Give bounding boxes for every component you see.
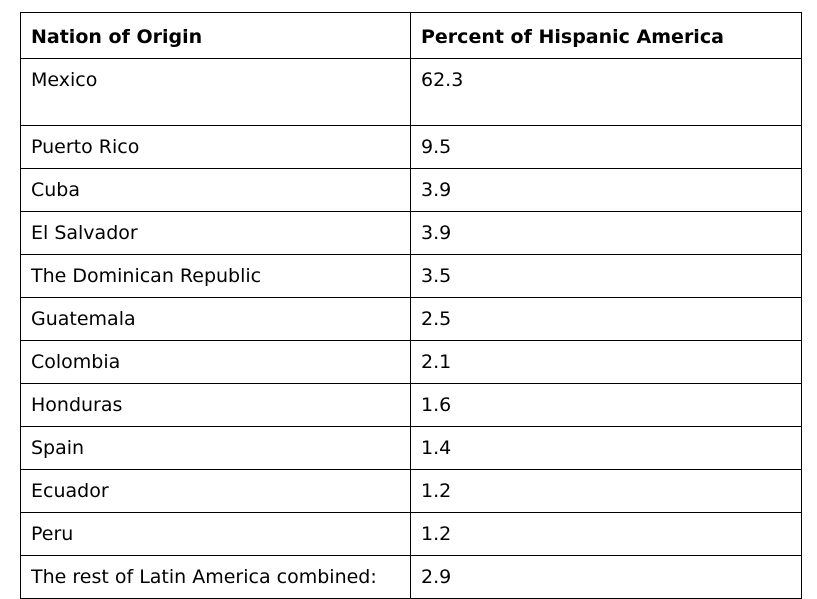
table-row: The rest of Latin America combined: 2.9: [20, 555, 802, 599]
table-row: Colombia 2.1: [20, 340, 802, 384]
table-row: Guatemala 2.5: [20, 297, 802, 341]
percent-cell: 1.2: [410, 469, 802, 513]
table-header-row: Nation of Origin Percent of Hispanic Ame…: [20, 12, 802, 59]
nation-cell: Honduras: [20, 383, 411, 427]
percent-cell: 2.1: [410, 340, 802, 384]
nation-cell: Colombia: [20, 340, 411, 384]
table-row: El Salvador 3.9: [20, 211, 802, 255]
nation-cell: The Dominican Republic: [20, 254, 411, 298]
hispanic-origin-table: Nation of Origin Percent of Hispanic Ame…: [20, 12, 802, 599]
nation-cell: Guatemala: [20, 297, 411, 341]
nation-cell: El Salvador: [20, 211, 411, 255]
table-row: Mexico 62.3: [20, 58, 802, 126]
percent-cell: 3.5: [410, 254, 802, 298]
table-row: Honduras 1.6: [20, 383, 802, 427]
nation-cell: Mexico: [20, 58, 411, 126]
table-row: Spain 1.4: [20, 426, 802, 470]
percent-cell: 62.3: [410, 58, 802, 126]
nation-cell: Puerto Rico: [20, 125, 411, 169]
percent-cell: 3.9: [410, 211, 802, 255]
nation-cell: The rest of Latin America combined:: [20, 555, 411, 599]
table-row: Peru 1.2: [20, 512, 802, 556]
percent-cell: 1.6: [410, 383, 802, 427]
percent-cell: 1.2: [410, 512, 802, 556]
nation-cell: Ecuador: [20, 469, 411, 513]
percent-cell: 1.4: [410, 426, 802, 470]
table-row: Cuba 3.9: [20, 168, 802, 212]
table-row: The Dominican Republic 3.5: [20, 254, 802, 298]
percent-cell: 2.5: [410, 297, 802, 341]
percent-cell: 2.9: [410, 555, 802, 599]
nation-cell: Peru: [20, 512, 411, 556]
header-percent-of-hispanic-america: Percent of Hispanic America: [410, 12, 802, 59]
percent-cell: 3.9: [410, 168, 802, 212]
table-row: Puerto Rico 9.5: [20, 125, 802, 169]
table-row: Ecuador 1.2: [20, 469, 802, 513]
nation-cell: Cuba: [20, 168, 411, 212]
percent-cell: 9.5: [410, 125, 802, 169]
header-nation-of-origin: Nation of Origin: [20, 12, 411, 59]
nation-cell: Spain: [20, 426, 411, 470]
